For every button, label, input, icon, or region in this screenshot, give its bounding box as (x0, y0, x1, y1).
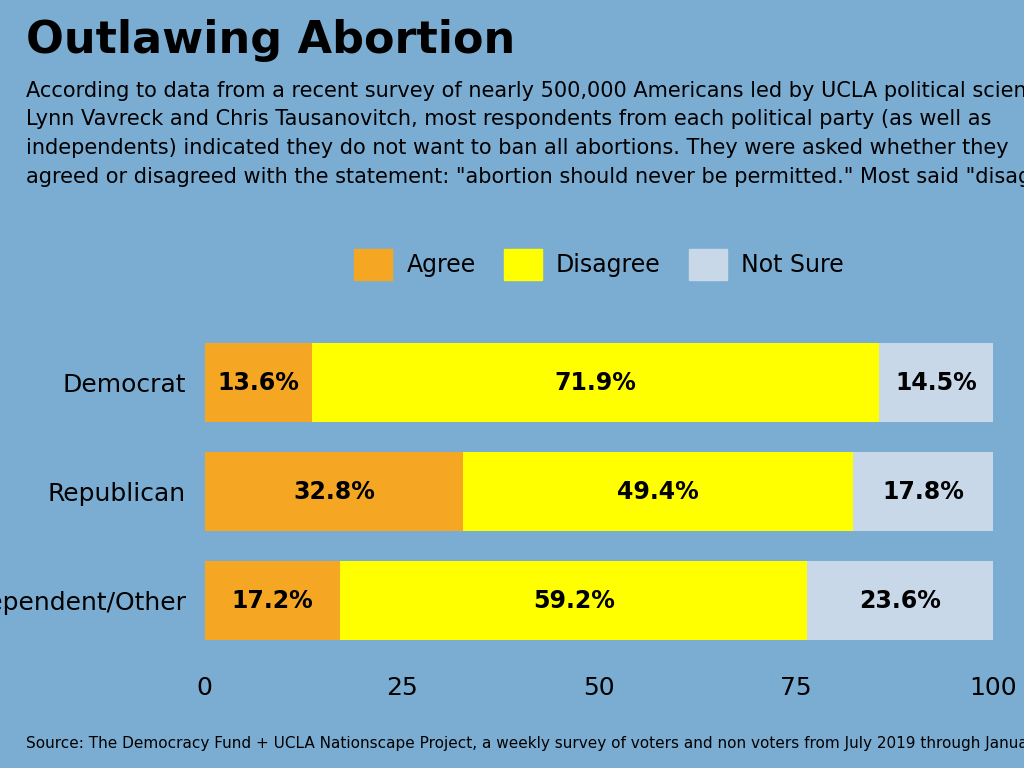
Text: Source: The Democracy Fund + UCLA Nationscape Project, a weekly survey of voters: Source: The Democracy Fund + UCLA Nation… (26, 736, 1024, 751)
Bar (879, 343, 993, 422)
Text: 13.6%: 13.6% (217, 370, 299, 395)
Text: 17.2%: 17.2% (231, 588, 313, 613)
Text: 17.8%: 17.8% (882, 479, 964, 504)
Bar (205, 561, 340, 640)
Bar (340, 561, 807, 640)
Legend: Agree, Disagree, Not Sure: Agree, Disagree, Not Sure (345, 240, 853, 289)
Text: 49.4%: 49.4% (617, 479, 699, 504)
Text: 59.2%: 59.2% (532, 588, 614, 613)
Text: According to data from a recent survey of nearly 500,000 Americans led by UCLA p: According to data from a recent survey o… (26, 81, 1024, 187)
Bar (807, 561, 993, 640)
Bar (464, 452, 853, 531)
Text: 71.9%: 71.9% (555, 370, 637, 395)
Bar (205, 452, 464, 531)
Bar (853, 452, 993, 531)
Bar (205, 343, 312, 422)
Text: 14.5%: 14.5% (895, 370, 977, 395)
Text: 23.6%: 23.6% (859, 588, 941, 613)
Text: Outlawing Abortion: Outlawing Abortion (26, 19, 515, 62)
Text: 32.8%: 32.8% (293, 479, 375, 504)
Bar (312, 343, 879, 422)
